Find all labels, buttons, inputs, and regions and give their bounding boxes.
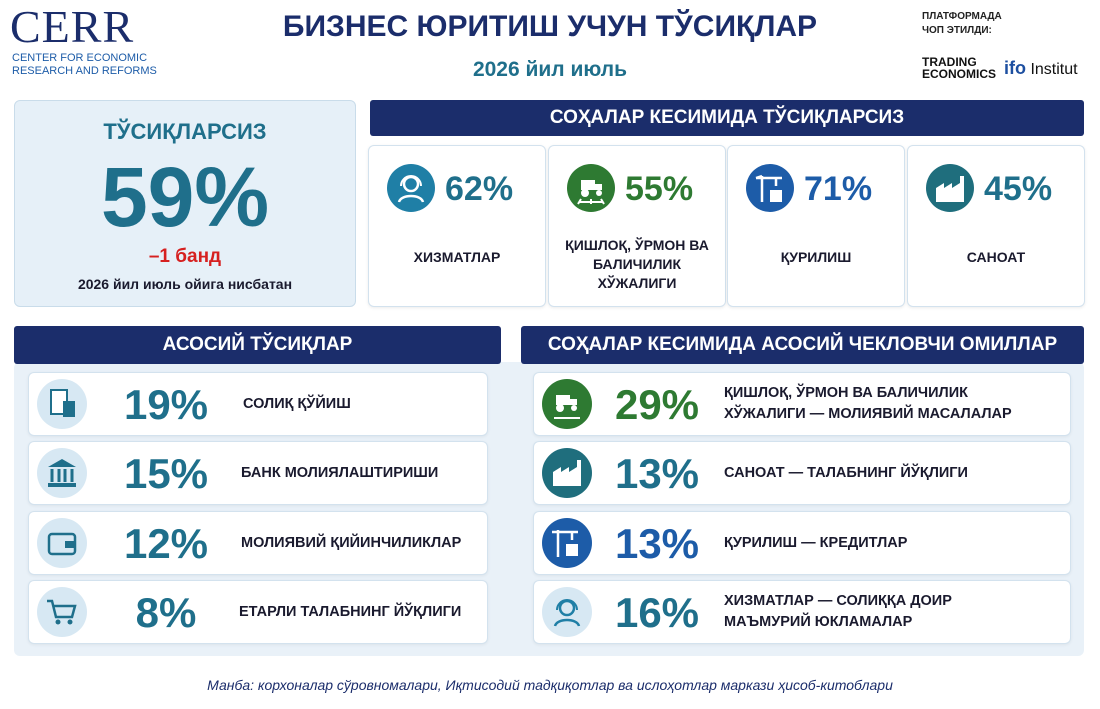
constraint-row: 29% ҚИШЛОҚ, ЎРМОН ВА БАЛИЧИЛИК ХЎЖАЛИГИ … — [533, 372, 1071, 436]
icon-construction — [746, 164, 794, 212]
obstacle-value: 19% — [123, 381, 209, 428]
logo-line: CENTER FOR ECONOMIC — [12, 52, 148, 64]
obstacle-label: МОЛИЯВИЙ ҚИЙИНЧИЛИКЛАР — [241, 534, 462, 551]
logo-subtitle: CENTER FOR ECONOMIC RESEARCH AND REFORMS — [12, 52, 157, 78]
constraint-value: 29% — [614, 381, 700, 428]
summary-note: 2026 йил июль ойига нисбатан — [77, 276, 293, 292]
sector-label: ҚИШЛОҚ, ЎРМОН ВА БАЛИЧИЛИК ХЎЖАЛИГИ — [565, 237, 709, 291]
sector-label: ҚУРИЛИШ — [780, 249, 852, 265]
constraint-label: ХИЗМАТЛАР — СОЛИҚҚА ДОИР МАЪМУРИЙ ЮКЛАМА… — [724, 593, 952, 630]
summary-label: ТЎСИҚЛАРСИЗ — [103, 119, 267, 144]
obstacle-label: СОЛИҚ ҚЎЙИШ — [243, 395, 351, 412]
sector-value: 62% — [445, 170, 514, 208]
subtitle: 2026 йил июль — [472, 58, 628, 81]
obstacle-row: 12% МОЛИЯВИЙ ҚИЙИНЧИЛИКЛАР — [28, 511, 488, 575]
obstacle-value: 8% — [135, 589, 197, 636]
sector-card: 45% САНОАТ — [907, 145, 1085, 307]
partner-line: TRADING — [922, 55, 977, 69]
obstacles-title: АСОСИЙ ТЎСИҚЛАР — [14, 326, 501, 364]
obstacle-row: 8% ЕТАРЛИ ТАЛАБНИНГ ЙЎҚЛИГИ — [28, 580, 488, 644]
obstacle-value: 12% — [123, 520, 209, 567]
obstacle-label: БАНК МОЛИЯЛАШТИРИШИ — [241, 464, 439, 481]
icon-services — [387, 164, 435, 212]
published-note: ПЛАТФОРМАДА ЧОП ЭТИЛДИ: — [922, 10, 1002, 38]
sector-label: ХИЗМАТЛАР — [413, 249, 501, 265]
sector-card: 55% ҚИШЛОҚ, ЎРМОН ВА БАЛИЧИЛИК ХЎЖАЛИГИ — [548, 145, 726, 307]
sector-value: 55% — [625, 170, 694, 208]
obstacle-label: ЕТАРЛИ ТАЛАБНИНГ ЙЎҚЛИГИ — [239, 603, 462, 620]
constraint-value: 13% — [614, 520, 700, 567]
constraint-value: 16% — [614, 589, 700, 636]
constraints-title: СОҲАЛАР КЕСИМИДА АСОСИЙ ЧЕКЛОВЧИ ОМИЛЛАР — [521, 326, 1084, 364]
constraint-label: ҚИШЛОҚ, ЎРМОН ВА БАЛИЧИЛИК ХЎЖАЛИГИ — МО… — [724, 385, 1012, 422]
icon-agriculture — [542, 379, 592, 429]
icon-cart — [37, 587, 87, 637]
constraint-row: 16% ХИЗМАТЛАР — СОЛИҚҚА ДОИР МАЪМУРИЙ ЮК… — [533, 580, 1071, 644]
constraint-row: 13% САНОАТ — ТАЛАБНИНГ ЙЎҚЛИГИ — [533, 441, 1071, 505]
logo: CERR — [10, 1, 135, 52]
sector-label: САНОАТ — [966, 249, 1026, 265]
obstacle-row: 19% СОЛИҚ ҚЎЙИШ — [28, 372, 488, 436]
obstacle-row: 15% БАНК МОЛИЯЛАШТИРИШИ — [28, 441, 488, 505]
published-line: ПЛАТФОРМАДА — [922, 11, 1002, 22]
icon-construction — [542, 518, 592, 568]
constraint-value: 13% — [614, 450, 700, 497]
partner-trading-economics: TRADING ECONOMICS — [922, 56, 996, 80]
ifo-name: Institut — [1030, 61, 1078, 78]
summary-box: ТЎСИҚЛАРСИЗ 59% –1 банд 2026 йил июль ой… — [14, 100, 356, 307]
sectors-title: СОҲАЛАР КЕСИМИДА ТЎСИҚЛАРСИЗ — [370, 100, 1084, 136]
title: БИЗНЕС ЮРИТИШ УЧУН ТЎСИҚЛАР — [282, 10, 818, 43]
sector-value: 71% — [804, 170, 873, 208]
icon-wallet — [37, 518, 87, 568]
icon-bank — [37, 448, 87, 498]
icon-agriculture — [567, 164, 615, 212]
logo-line: RESEARCH AND REFORMS — [12, 65, 157, 77]
summary-value: 59% — [100, 150, 270, 244]
partner-ifo: ifo Institut — [1004, 58, 1078, 79]
icon-industry — [542, 448, 592, 498]
partner-line: ECONOMICS — [922, 67, 997, 81]
icon-industry — [926, 164, 974, 212]
summary-change: –1 банд — [148, 246, 222, 267]
ifo-mark: ifo — [1004, 58, 1026, 78]
constraint-label: САНОАТ — ТАЛАБНИНГ ЙЎҚЛИГИ — [724, 464, 968, 481]
sector-card: 62% ХИЗМАТЛАР — [368, 145, 546, 307]
source: Манба: корхоналар сўровномалари, Иқтисод… — [207, 677, 893, 693]
sector-card: 71% ҚУРИЛИШ — [727, 145, 905, 307]
constraint-label: ҚУРИЛИШ — КРЕДИТЛАР — [724, 534, 908, 551]
published-line: ЧОП ЭТИЛДИ: — [922, 25, 992, 36]
icon-tax — [37, 379, 87, 429]
icon-services — [542, 587, 592, 637]
constraint-row: 13% ҚУРИЛИШ — КРЕДИТЛАР — [533, 511, 1071, 575]
sector-value: 45% — [984, 170, 1053, 208]
obstacle-value: 15% — [123, 450, 209, 497]
